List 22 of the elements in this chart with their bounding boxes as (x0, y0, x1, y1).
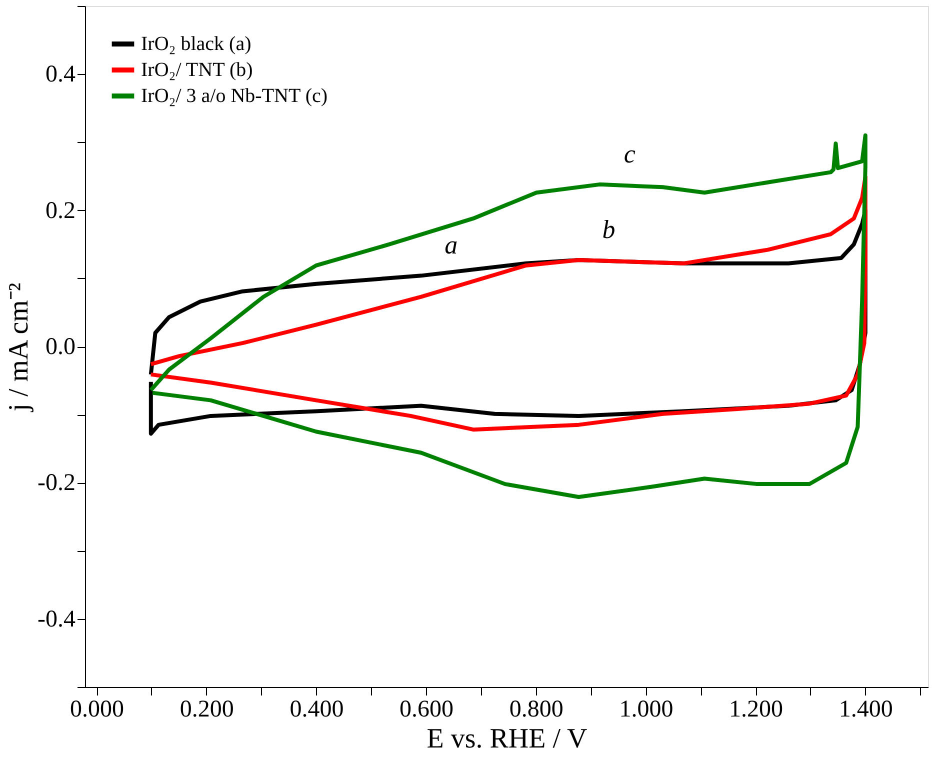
y-axis-title: j / mA cm⁻² (4, 282, 35, 412)
line-series (148, 133, 868, 499)
x-tick-label: 1.000 (619, 696, 674, 722)
x-tick-label: 0.000 (70, 696, 124, 722)
legend-label: IrO₂ black (a) (141, 33, 252, 55)
x-tick-label: 1.200 (729, 696, 784, 722)
y-tick-label: -0.2 (38, 470, 76, 496)
x-tick-label: 1.400 (838, 696, 893, 722)
annotation: a (444, 230, 458, 260)
legend-label: IrO₂/ 3 a/o Nb-TNT (c) (141, 85, 328, 107)
y-tick-label: -0.4 (38, 606, 76, 632)
y-tick-label: 0.4 (46, 62, 76, 88)
x-tick-label: 0.800 (509, 696, 564, 722)
x-axis-title: E vs. RHE / V (426, 724, 588, 754)
y-tick-label: 0.0 (46, 334, 76, 360)
x-tick-label: 0.400 (290, 696, 344, 722)
x-tick-label: 0.200 (180, 696, 234, 722)
annotation: b (602, 215, 616, 244)
x-tick-label: 0.600 (400, 696, 454, 722)
annotation: c (624, 139, 636, 168)
y-tick-label: 0.2 (46, 198, 76, 224)
legend-label: IrO₂/ TNT (b) (141, 59, 253, 81)
